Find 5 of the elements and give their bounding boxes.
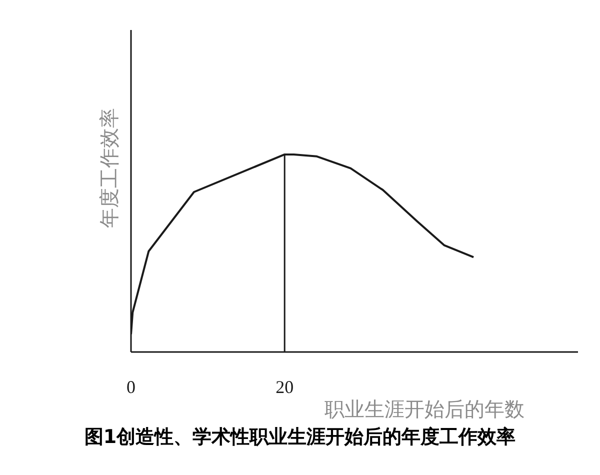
- x-tick-label: 0: [126, 376, 136, 397]
- y-axis-title: 年度工作效率: [97, 108, 121, 228]
- x-axis-title: 职业生涯开始后的年数: [324, 397, 524, 421]
- text: 图1创造性、学术性职业生涯开始后的年度工作效率: [83, 425, 517, 450]
- x-tick-label: 20: [276, 376, 294, 397]
